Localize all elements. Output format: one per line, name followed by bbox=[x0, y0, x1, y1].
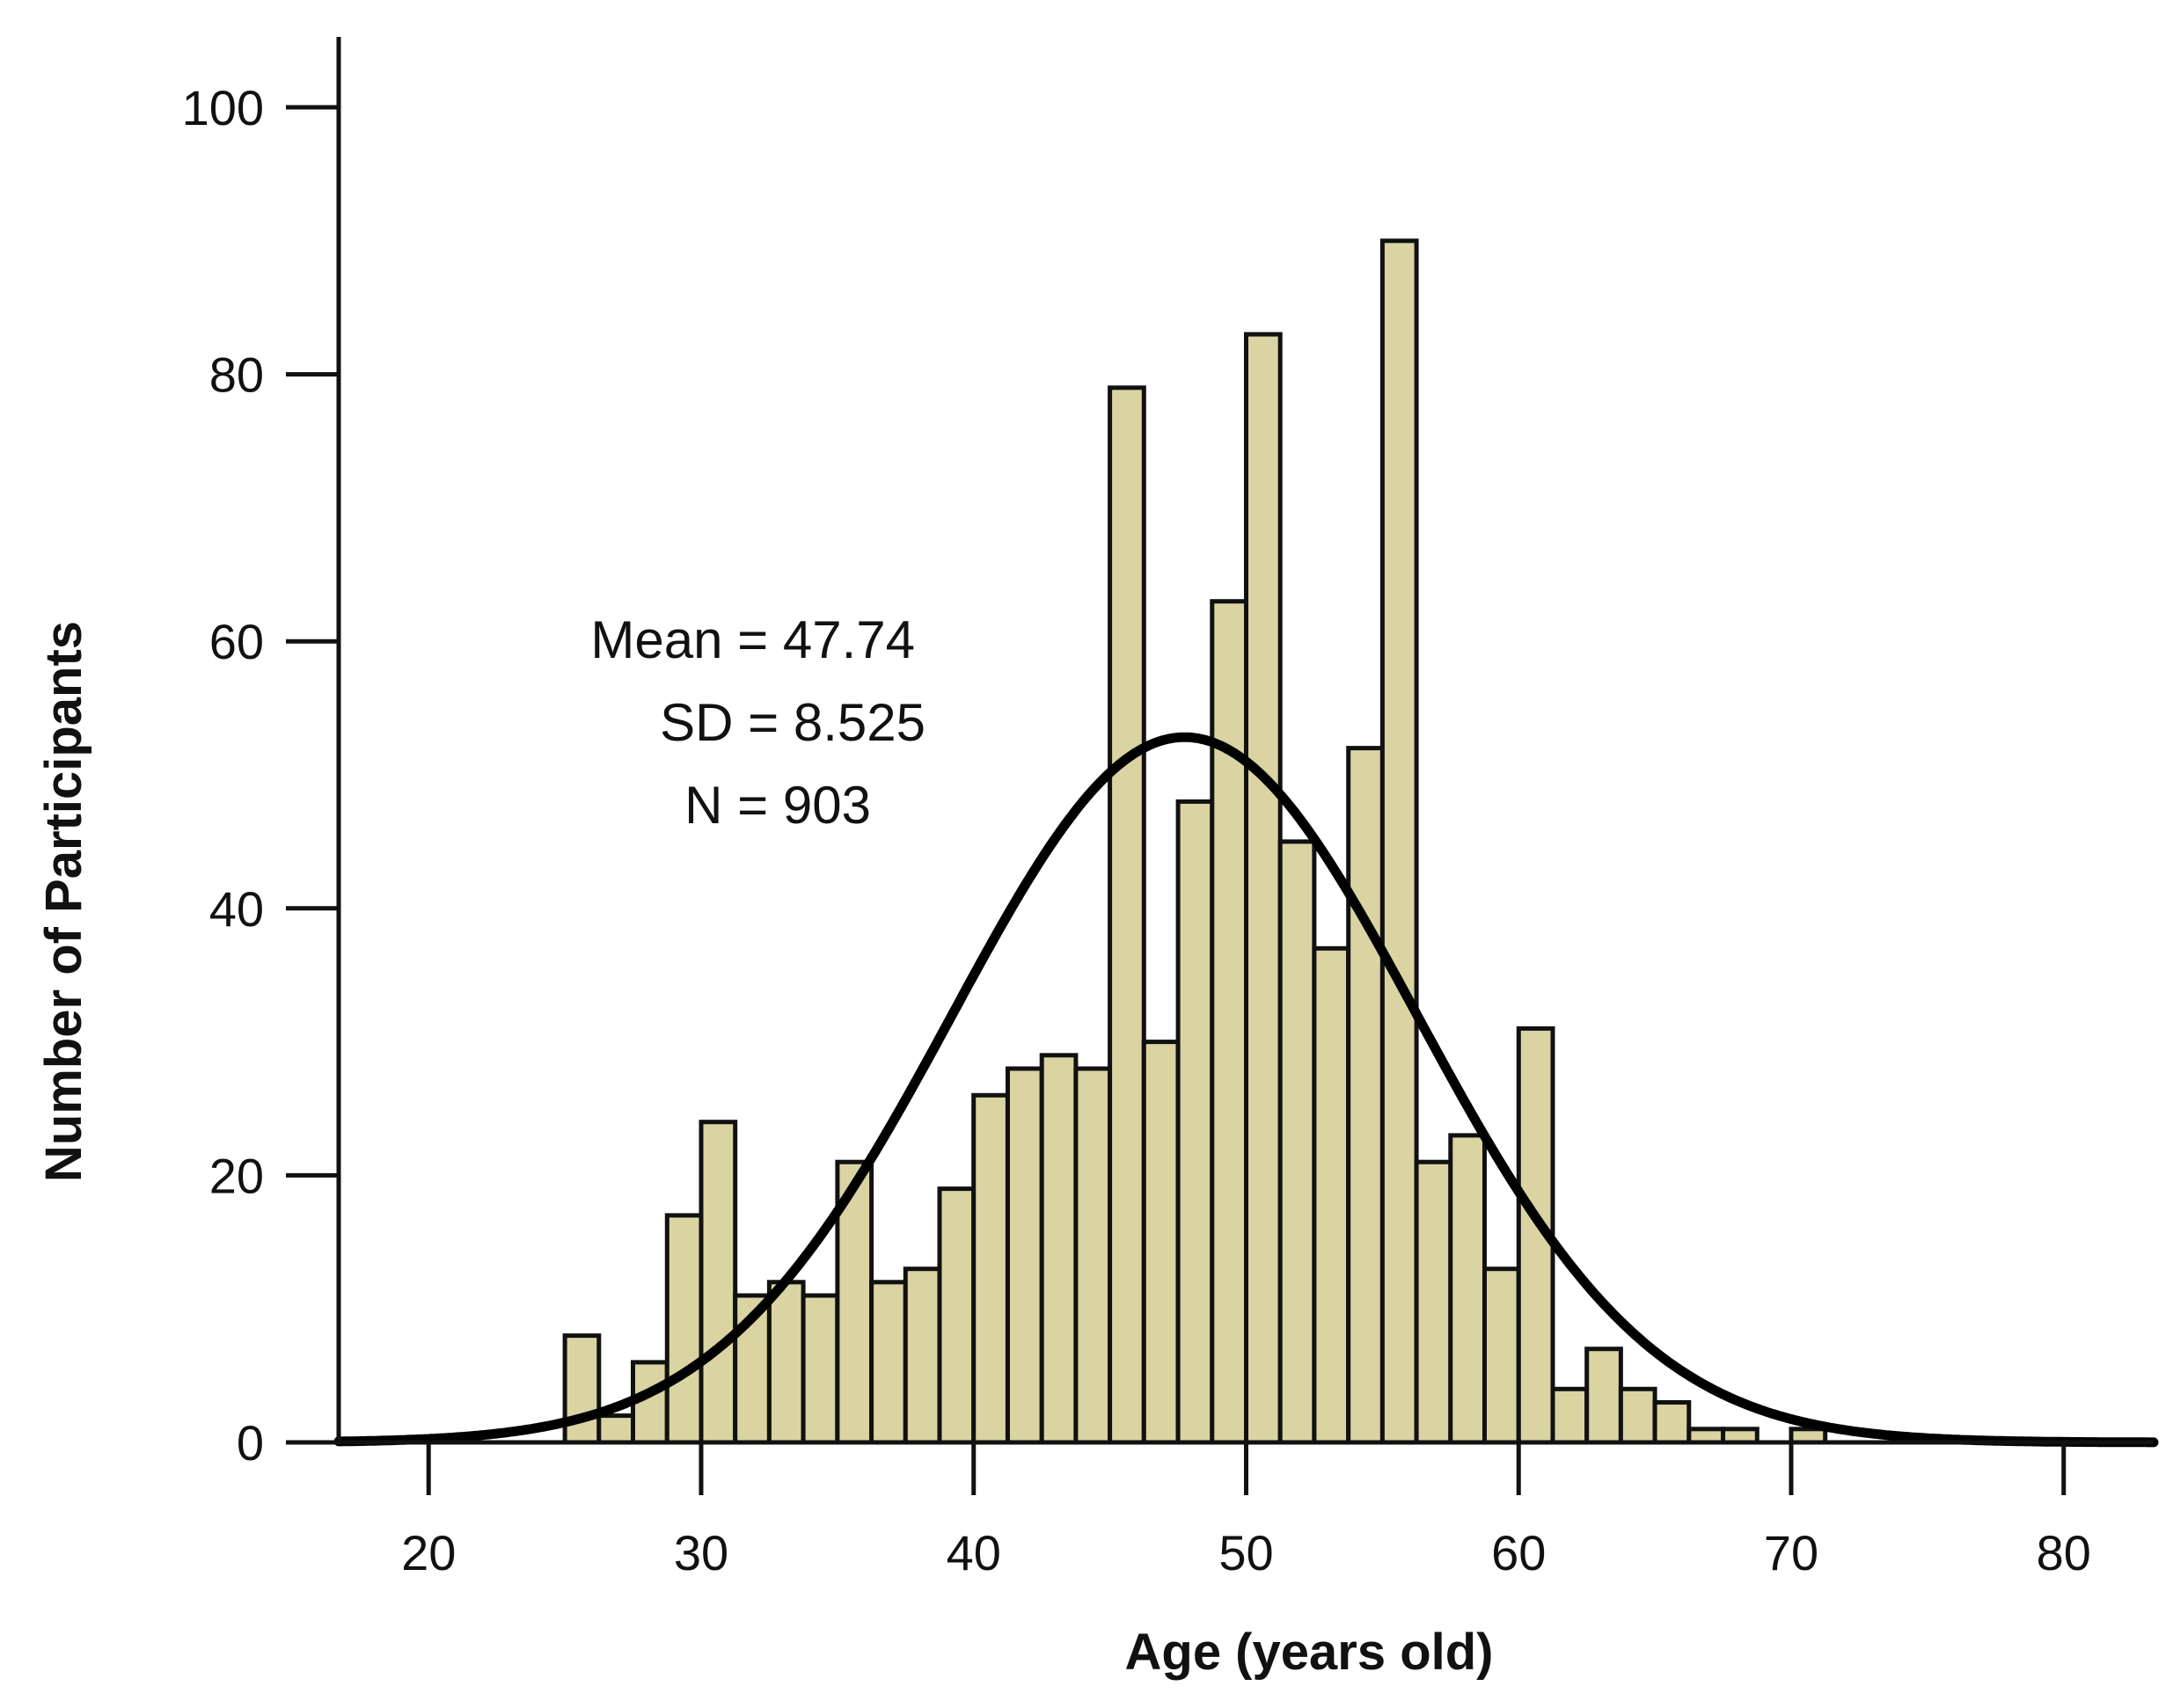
histogram-bar bbox=[1618, 1386, 1657, 1445]
y-tick-label: 80 bbox=[209, 347, 264, 403]
y-tick-label: 40 bbox=[209, 881, 264, 937]
histogram-bar bbox=[596, 1413, 635, 1445]
x-axis-title: Age (years old) bbox=[1125, 1624, 1494, 1681]
x-tick-label: 40 bbox=[947, 1525, 1001, 1580]
histogram-bar bbox=[1244, 332, 1283, 1445]
histogram-bar bbox=[562, 1333, 602, 1445]
histogram-bar bbox=[1312, 945, 1351, 1445]
histogram-bar bbox=[1550, 1386, 1590, 1445]
mean-annotation: Mean = 47.74 bbox=[590, 610, 915, 669]
histogram-bar bbox=[937, 1186, 977, 1445]
histogram-bar bbox=[1073, 1066, 1113, 1445]
histogram-bar bbox=[1414, 1159, 1453, 1445]
histogram-bar bbox=[664, 1213, 704, 1445]
histogram-bar bbox=[699, 1120, 738, 1445]
histogram-bar bbox=[1379, 238, 1419, 1445]
histogram-bar bbox=[1652, 1400, 1692, 1445]
y-tick-label: 100 bbox=[182, 80, 264, 135]
histogram-bar bbox=[1482, 1266, 1521, 1445]
n-annotation: N = 903 bbox=[684, 776, 871, 835]
x-tick-label: 20 bbox=[401, 1525, 456, 1580]
x-ticks-group: 20 30 40 50 60 70 80 bbox=[401, 1442, 2091, 1580]
histogram-bar bbox=[1584, 1347, 1623, 1445]
histogram-bar bbox=[869, 1280, 908, 1445]
histogram-bar bbox=[1141, 1040, 1181, 1445]
x-tick-label: 80 bbox=[2037, 1525, 2091, 1580]
histogram-bar bbox=[1108, 385, 1146, 1445]
y-ticks-group: 0 20 40 60 80 100 bbox=[182, 80, 339, 1471]
histogram-bar bbox=[766, 1280, 806, 1445]
y-tick-label: 0 bbox=[237, 1415, 264, 1471]
histogram-bar bbox=[1039, 1053, 1079, 1445]
histogram-bar bbox=[971, 1092, 1010, 1445]
x-tick-label: 60 bbox=[1491, 1525, 1546, 1580]
histogram-bar bbox=[1448, 1133, 1488, 1445]
bars-group bbox=[562, 238, 1828, 1445]
histogram-bar bbox=[1210, 599, 1249, 1445]
x-tick-label: 70 bbox=[1764, 1525, 1818, 1580]
normal-curve bbox=[333, 732, 2159, 1448]
histogram-bar bbox=[1006, 1066, 1044, 1445]
y-tick-label: 60 bbox=[209, 614, 264, 669]
histogram-bar bbox=[1277, 839, 1317, 1445]
histogram-bar bbox=[1175, 799, 1215, 1445]
x-tick-label: 50 bbox=[1218, 1525, 1273, 1580]
y-tick-label: 20 bbox=[209, 1148, 264, 1203]
sd-annotation: SD = 8.525 bbox=[660, 693, 925, 752]
histogram-bar bbox=[903, 1266, 942, 1445]
histogram-bar bbox=[1346, 746, 1385, 1445]
histogram-bar bbox=[801, 1293, 840, 1445]
x-tick-label: 30 bbox=[674, 1525, 728, 1580]
y-axis-title: Number of Participants bbox=[35, 621, 92, 1182]
